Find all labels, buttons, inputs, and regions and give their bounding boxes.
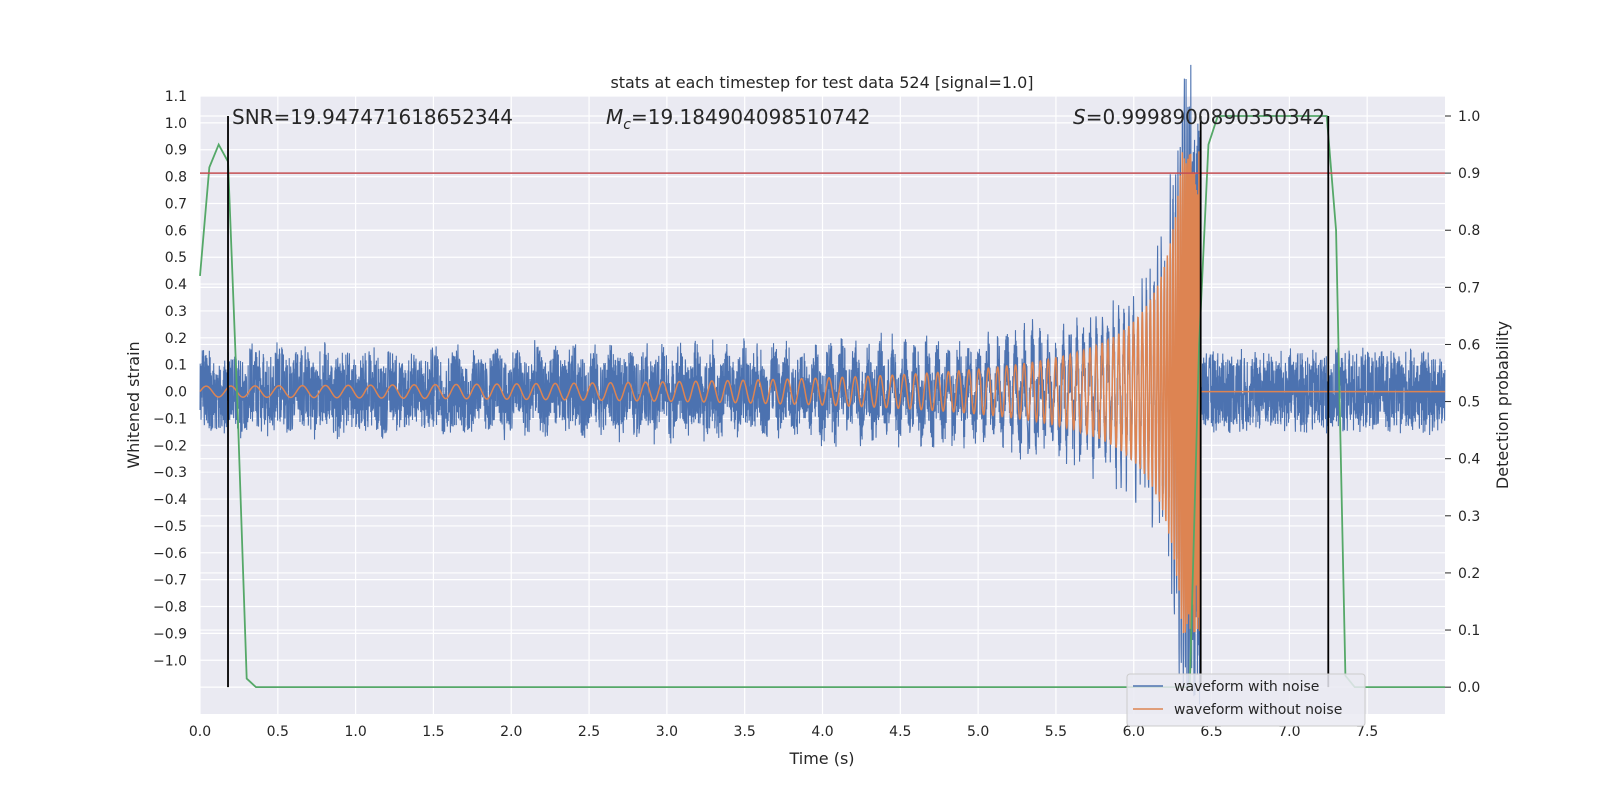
x-tick-label: 3.0 [656, 724, 678, 740]
y2-tick-label: 0.0 [1458, 680, 1480, 696]
x-tick-label: 6.0 [1123, 724, 1145, 740]
legend-label-clean: waveform without noise [1174, 702, 1342, 718]
x-tick-label: 7.5 [1356, 724, 1378, 740]
x-tick-label: 4.5 [889, 724, 911, 740]
x-tick-label: 2.5 [578, 724, 600, 740]
y-tick-label: 0.9 [165, 143, 187, 159]
x-tick-label: 5.0 [967, 724, 989, 740]
y2-tick-label: 0.8 [1458, 223, 1480, 239]
y-tick-label: −0.1 [153, 411, 187, 427]
y-tick-label: 0.5 [165, 250, 187, 266]
y-tick-label: 1.0 [165, 116, 187, 132]
legend-box [1126, 673, 1366, 727]
legend: waveform with noise waveform without noi… [1126, 673, 1366, 727]
y-tick-label: 0.4 [165, 277, 187, 293]
x-tick-label: 1.0 [344, 724, 366, 740]
y2-tick-label: 0.1 [1458, 623, 1480, 639]
y2-tick-label: 0.7 [1458, 280, 1480, 296]
y2-tick-label: 0.6 [1458, 337, 1480, 353]
x-tick-label: 4.0 [811, 724, 833, 740]
chart-title: stats at each timestep for test data 524… [610, 73, 1033, 92]
y2-tick-label: 0.4 [1458, 452, 1480, 468]
y-tick-label: −1.0 [153, 653, 187, 669]
waveform-without-noise-line [199, 151, 1445, 634]
y-tick-label: 0.3 [165, 304, 187, 320]
y-tick-label: −0.2 [153, 438, 187, 454]
mc-annotation: Mc=19.184904098510742 [606, 105, 870, 133]
x-axis-label: Time (s) [788, 749, 854, 768]
y-axis-label: Whitened strain [124, 341, 143, 468]
legend-label-noise: waveform with noise [1174, 679, 1319, 695]
y-tick-label: 0.8 [165, 170, 187, 186]
series-waveform-with-noise [199, 64, 1446, 705]
y-tick-label: −0.5 [153, 519, 187, 535]
x-tick-label: 6.5 [1200, 724, 1222, 740]
y-tick-label: −0.3 [153, 465, 187, 481]
x-tick-label: 0.0 [189, 724, 211, 740]
ticks: 0.0 0.5 1.0 1.5 2.0 2.5 3.0 3.5 4.0 4.5 5.0 5.5 6.0 6… [153, 89, 1480, 740]
y2-tick-label: 1.0 [1458, 109, 1480, 125]
y-tick-label: −0.8 [153, 600, 187, 616]
x-tick-label: 1.5 [422, 724, 444, 740]
y2-tick-label: 0.9 [1458, 166, 1480, 182]
y-tick-label: 0.0 [165, 385, 187, 401]
y2-tick-label: 0.5 [1458, 395, 1480, 411]
snr-annotation: SNR=19.947471618652344 [232, 105, 513, 129]
y-tick-label: −0.4 [153, 492, 187, 508]
y-tick-label: 1.1 [165, 89, 187, 105]
y-tick-label: −0.7 [153, 573, 187, 589]
detection-probability-line [199, 115, 1445, 689]
waveform-with-noise-line [199, 64, 1446, 705]
s-annotation: S=0.9998900890350342 [1073, 105, 1325, 129]
x-tick-label: 7.0 [1278, 724, 1300, 740]
y2-tick-label: 0.2 [1458, 566, 1480, 582]
y-tick-label: 0.6 [165, 223, 187, 239]
y-tick-label: 0.2 [165, 331, 187, 347]
y-tick-label: 0.7 [165, 196, 187, 212]
markers [200, 115, 1445, 688]
y-tick-label: 0.1 [165, 358, 187, 374]
y2-axis-label: Detection probability [1493, 321, 1512, 489]
x-tick-label: 3.5 [734, 724, 756, 740]
x-tick-label: 5.5 [1045, 724, 1067, 740]
series-waveform-without-noise [199, 151, 1445, 634]
y-tick-label: −0.9 [153, 626, 187, 642]
y-tick-label: −0.6 [153, 546, 187, 562]
x-tick-label: 0.5 [267, 724, 289, 740]
x-tick-label: 2.0 [500, 724, 522, 740]
series-detection-probability [199, 115, 1445, 689]
y2-tick-label: 0.3 [1458, 509, 1480, 525]
